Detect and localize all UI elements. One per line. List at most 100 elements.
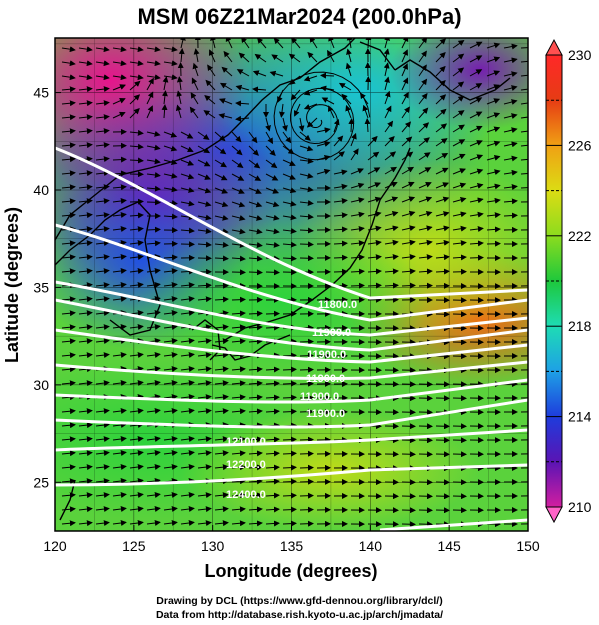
- wind-arrow: [486, 140, 501, 147]
- wind-arrow: [214, 241, 229, 248]
- wind-arrow: [299, 227, 314, 234]
- wind-arrow: [384, 105, 392, 119]
- wind-arrow: [129, 351, 144, 358]
- wind-arrow: [231, 131, 242, 143]
- wind-arrow: [61, 114, 76, 121]
- wind-arrow: [273, 38, 284, 49]
- wind-arrow: [214, 159, 227, 168]
- wind-arrow: [61, 464, 76, 471]
- wind-arrow: [282, 478, 297, 485]
- wind-arrow: [95, 422, 110, 429]
- wind-arrow: [214, 338, 229, 345]
- wind-arrow: [197, 366, 212, 373]
- wind-arrow: [112, 156, 127, 163]
- wind-arrow: [367, 211, 382, 218]
- contour-label: 12400.0: [226, 489, 266, 501]
- contour-line: [55, 298, 528, 352]
- wind-arrow: [78, 46, 93, 53]
- wind-arrow: [364, 118, 371, 133]
- contour-line: [55, 223, 528, 322]
- wind-arrow: [78, 478, 93, 485]
- wind-arrow: [350, 268, 365, 275]
- wind-arrow: [384, 254, 399, 261]
- wind-arrow: [112, 506, 127, 512]
- wind-arrow: [61, 478, 76, 485]
- x-tick-label: 140: [359, 538, 383, 554]
- wind-arrow: [362, 104, 369, 119]
- wind-arrow: [129, 253, 144, 260]
- wind-arrow: [197, 296, 212, 303]
- wind-arrow: [95, 506, 110, 513]
- wind-arrow: [418, 181, 432, 189]
- colorbar-tick-label: 210: [568, 499, 592, 515]
- wind-arrow: [384, 239, 399, 246]
- wind-arrow: [503, 198, 518, 205]
- wind-arrow: [384, 151, 397, 161]
- wind-arrow: [214, 214, 229, 221]
- wind-arrow: [418, 137, 430, 147]
- wind-arrow: [235, 84, 250, 91]
- wind-arrow: [61, 352, 76, 359]
- wind-arrow: [469, 83, 483, 91]
- wind-arrow: [231, 159, 244, 168]
- wind-arrow: [265, 173, 279, 181]
- wind-arrow: [95, 212, 110, 219]
- wind-arrow: [384, 196, 399, 203]
- wind-arrow: [346, 38, 353, 49]
- wind-arrow: [248, 450, 263, 457]
- contour-label: 11900.0: [307, 349, 346, 361]
- wind-arrow: [235, 100, 250, 107]
- wind-arrow: [282, 520, 297, 527]
- wind-arrow: [129, 108, 140, 119]
- wind-arrow: [180, 173, 195, 180]
- wind-arrow: [367, 225, 382, 232]
- wind-arrow: [328, 38, 335, 49]
- wind-arrow: [231, 228, 246, 235]
- wind-arrow: [146, 91, 154, 105]
- contour-label: 11900.0: [312, 327, 351, 339]
- wind-arrow: [112, 478, 127, 484]
- wind-arrow: [435, 65, 446, 77]
- wind-arrow: [95, 380, 110, 387]
- wind-arrow: [146, 505, 161, 512]
- wind-arrow: [162, 76, 169, 91]
- wind-arrow: [333, 226, 348, 233]
- wind-arrow: [231, 492, 246, 499]
- wind-arrow: [350, 211, 365, 218]
- wind-arrow: [265, 464, 280, 471]
- wind-arrow: [214, 187, 229, 194]
- wind-arrow: [282, 200, 297, 207]
- wind-arrow: [78, 492, 93, 499]
- wind-arrow: [299, 172, 314, 179]
- wind-arrow: [95, 478, 110, 485]
- wind-arrow: [503, 169, 518, 176]
- wind-arrow: [78, 100, 93, 107]
- wind-arrow: [61, 142, 76, 149]
- wind-arrow: [163, 172, 178, 179]
- contour-label: 11900.0: [300, 391, 339, 403]
- wind-arrow: [112, 212, 127, 218]
- wind-arrow: [333, 198, 348, 205]
- wind-arrow: [129, 157, 144, 164]
- wind-arrow: [78, 226, 93, 233]
- wind-arrow: [129, 46, 144, 53]
- wind-arrow: [61, 380, 76, 387]
- wind-arrow: [61, 86, 76, 93]
- wind-arrow: [197, 187, 212, 194]
- wind-arrow: [271, 54, 284, 63]
- contour-label: 11900.0: [306, 373, 345, 385]
- wind-arrow: [146, 281, 161, 288]
- wind-arrow: [95, 338, 110, 345]
- wind-arrow: [61, 60, 76, 67]
- wind-arrow: [401, 106, 410, 119]
- wind-arrow: [299, 199, 314, 206]
- wind-arrow: [163, 60, 178, 67]
- wind-arrow: [61, 128, 76, 135]
- wind-arrow: [282, 241, 297, 248]
- wind-arrow: [265, 394, 280, 401]
- wind-arrow: [469, 226, 484, 233]
- temperature-field: [55, 38, 528, 531]
- wind-arrow: [265, 145, 276, 157]
- wind-arrow: [265, 366, 280, 373]
- wind-arrow: [61, 198, 76, 205]
